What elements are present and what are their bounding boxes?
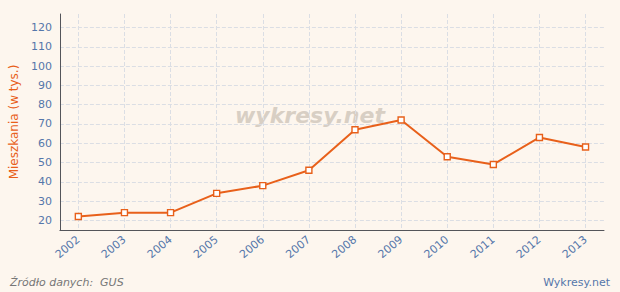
svg-text:2005: 2005: [191, 233, 221, 261]
svg-text:2009: 2009: [375, 233, 405, 261]
svg-text:Źródło danych: GUS: Źródło danych: GUS: [9, 276, 124, 289]
svg-text:2003: 2003: [99, 233, 129, 261]
svg-text:50: 50: [38, 156, 52, 169]
svg-text:70: 70: [38, 117, 52, 130]
svg-text:2012: 2012: [514, 233, 544, 261]
svg-text:2013: 2013: [560, 233, 590, 261]
svg-text:2008: 2008: [329, 233, 359, 261]
svg-text:Wykresy.net: Wykresy.net: [543, 276, 611, 289]
svg-text:2004: 2004: [145, 233, 175, 261]
svg-text:90: 90: [38, 79, 52, 92]
svg-text:80: 80: [38, 98, 52, 111]
svg-text:40: 40: [38, 175, 52, 188]
svg-text:2002: 2002: [53, 233, 83, 261]
svg-text:20: 20: [38, 214, 52, 227]
svg-text:120: 120: [31, 21, 52, 34]
svg-text:100: 100: [31, 60, 52, 73]
svg-text:Mieszkania (w tys.): Mieszkania (w tys.): [7, 65, 21, 180]
svg-text:2006: 2006: [237, 233, 267, 261]
svg-text:110: 110: [31, 40, 52, 53]
svg-text:wykresy.net: wykresy.net: [235, 103, 385, 129]
svg-text:60: 60: [38, 137, 52, 150]
svg-text:2010: 2010: [422, 233, 452, 261]
svg-text:2007: 2007: [283, 233, 313, 261]
svg-text:2011: 2011: [468, 233, 498, 261]
svg-text:30: 30: [38, 195, 52, 208]
